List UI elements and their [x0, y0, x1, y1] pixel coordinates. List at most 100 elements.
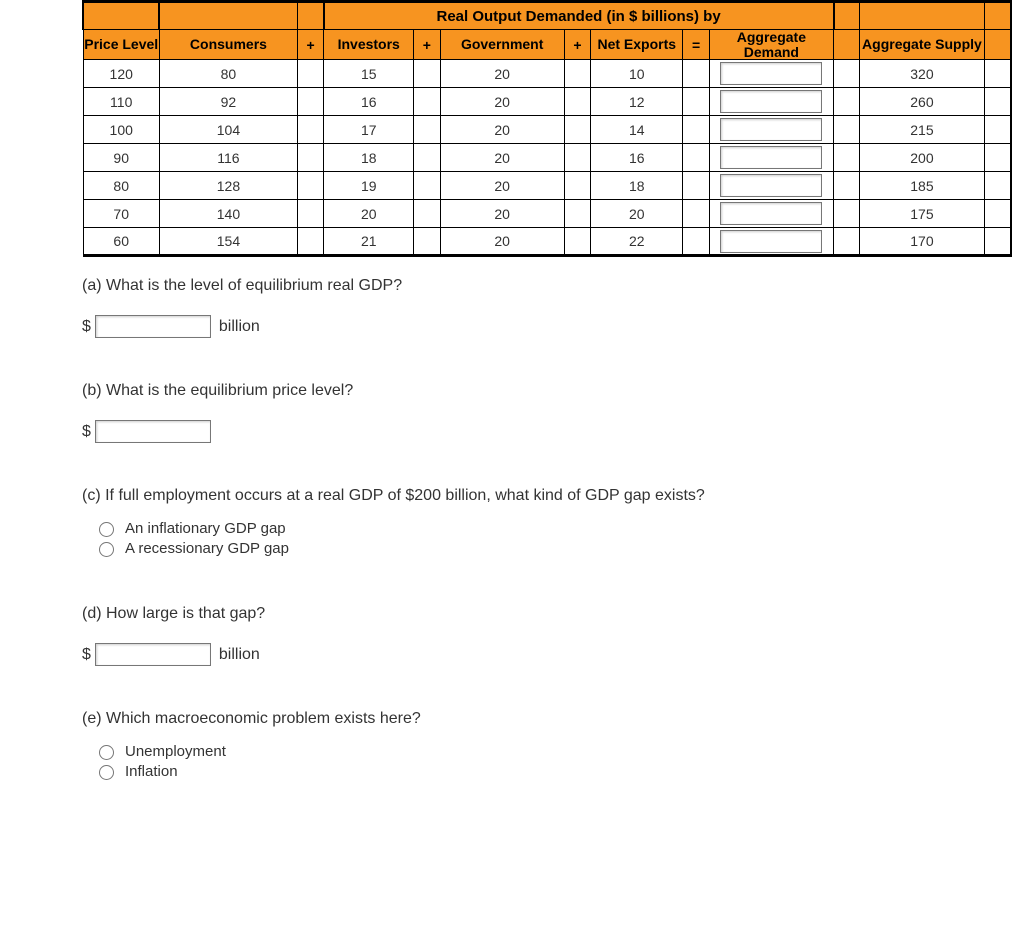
- option-e-0-label: Unemployment: [125, 743, 226, 760]
- cell-agg-supply: 215: [860, 116, 984, 144]
- blank-op: [297, 60, 323, 88]
- agg-demand-input[interactable]: [720, 202, 822, 225]
- cell-investors: 15: [324, 60, 414, 88]
- radio-e-0[interactable]: [99, 745, 114, 760]
- hdr-consumers: Consumers: [159, 30, 297, 60]
- blank-op: [414, 144, 440, 172]
- table-row: 11092162012260: [83, 88, 1011, 116]
- cell-net-exports: 20: [591, 200, 683, 228]
- cell-price: 100: [83, 116, 159, 144]
- blank-op: [683, 144, 709, 172]
- cell-agg-supply: 185: [860, 172, 984, 200]
- radio-c-0[interactable]: [99, 522, 114, 537]
- blank-op: [834, 116, 860, 144]
- cell-government: 20: [440, 172, 564, 200]
- question-e-options: Unemployment Inflation: [94, 742, 1022, 780]
- blank-op: [297, 144, 323, 172]
- cell-investors: 21: [324, 228, 414, 256]
- blank-op: [414, 60, 440, 88]
- blank-op: [297, 200, 323, 228]
- radio-e-1[interactable]: [99, 765, 114, 780]
- agg-demand-input[interactable]: [720, 174, 822, 197]
- cell-net-exports: 22: [591, 228, 683, 256]
- cell-agg-demand: [709, 60, 833, 88]
- agg-demand-input[interactable]: [720, 146, 822, 169]
- agg-demand-input[interactable]: [720, 62, 822, 85]
- question-e: (e) Which macroeconomic problem exists h…: [82, 710, 1022, 780]
- table-row: 60154212022170: [83, 228, 1011, 256]
- blank-op: [414, 228, 440, 256]
- blank-op: [834, 30, 860, 60]
- hdr-agg-supply: Aggregate Supply: [860, 30, 984, 60]
- table-row: 80128192018185: [83, 172, 1011, 200]
- hdr-agg-demand: Aggregate Demand: [709, 30, 833, 60]
- blank-op: [984, 172, 1011, 200]
- cell-investors: 17: [324, 116, 414, 144]
- blank-op: [834, 200, 860, 228]
- cell-agg-demand: [709, 228, 833, 256]
- agg-demand-input[interactable]: [720, 230, 822, 253]
- blank-op: [297, 228, 323, 256]
- cell-consumers: 140: [159, 200, 297, 228]
- hdr-government: Government: [440, 30, 564, 60]
- blank-op: [564, 228, 590, 256]
- cell-investors: 18: [324, 144, 414, 172]
- question-a: (a) What is the level of equilibrium rea…: [82, 277, 1022, 338]
- blank-header: [860, 2, 984, 30]
- cell-price: 90: [83, 144, 159, 172]
- dollar-sign: $: [82, 646, 91, 664]
- option-c-0[interactable]: An inflationary GDP gap: [94, 519, 1022, 537]
- blank-op: [834, 144, 860, 172]
- blank-op: [683, 228, 709, 256]
- answer-d-unit: billion: [219, 646, 260, 664]
- blank-op: [564, 60, 590, 88]
- blank-header: [83, 2, 159, 30]
- cell-price: 80: [83, 172, 159, 200]
- table-top-title: Real Output Demanded (in $ billions) by: [324, 2, 834, 30]
- hdr-net-exports: Net Exports: [591, 30, 683, 60]
- blank-op: [564, 172, 590, 200]
- answer-d-input[interactable]: [95, 643, 211, 666]
- cell-government: 20: [440, 88, 564, 116]
- radio-c-1[interactable]: [99, 542, 114, 557]
- question-d-text: (d) How large is that gap?: [82, 605, 1022, 623]
- option-e-1[interactable]: Inflation: [94, 762, 1022, 780]
- cell-agg-supply: 260: [860, 88, 984, 116]
- cell-consumers: 128: [159, 172, 297, 200]
- option-c-1-label: A recessionary GDP gap: [125, 540, 289, 557]
- blank-op: [834, 60, 860, 88]
- blank-op: [984, 144, 1011, 172]
- cell-agg-demand: [709, 200, 833, 228]
- dollar-sign: $: [82, 423, 91, 441]
- op-equals: =: [683, 30, 709, 60]
- blank-op: [564, 144, 590, 172]
- option-c-0-label: An inflationary GDP gap: [125, 520, 286, 537]
- blank-op: [834, 228, 860, 256]
- cell-price: 70: [83, 200, 159, 228]
- answer-a-input[interactable]: [95, 315, 211, 338]
- blank-op: [297, 172, 323, 200]
- agg-demand-input[interactable]: [720, 118, 822, 141]
- blank-op: [683, 60, 709, 88]
- op-plus: +: [414, 30, 440, 60]
- agg-demand-input[interactable]: [720, 90, 822, 113]
- hdr-price: Price Level: [83, 30, 159, 60]
- table-row: 90116182016200: [83, 144, 1011, 172]
- option-c-1[interactable]: A recessionary GDP gap: [94, 539, 1022, 557]
- dollar-sign: $: [82, 318, 91, 336]
- cell-investors: 20: [324, 200, 414, 228]
- cell-government: 20: [440, 144, 564, 172]
- blank-op: [683, 88, 709, 116]
- blank-header: [297, 2, 323, 30]
- blank-header: [159, 2, 297, 30]
- option-e-1-label: Inflation: [125, 763, 178, 780]
- answer-b-input[interactable]: [95, 420, 211, 443]
- blank-op: [564, 200, 590, 228]
- question-e-text: (e) Which macroeconomic problem exists h…: [82, 710, 1022, 728]
- cell-government: 20: [440, 116, 564, 144]
- cell-agg-demand: [709, 88, 833, 116]
- cell-price: 120: [83, 60, 159, 88]
- option-e-0[interactable]: Unemployment: [94, 742, 1022, 760]
- cell-agg-supply: 320: [860, 60, 984, 88]
- table-row: 100104172014215: [83, 116, 1011, 144]
